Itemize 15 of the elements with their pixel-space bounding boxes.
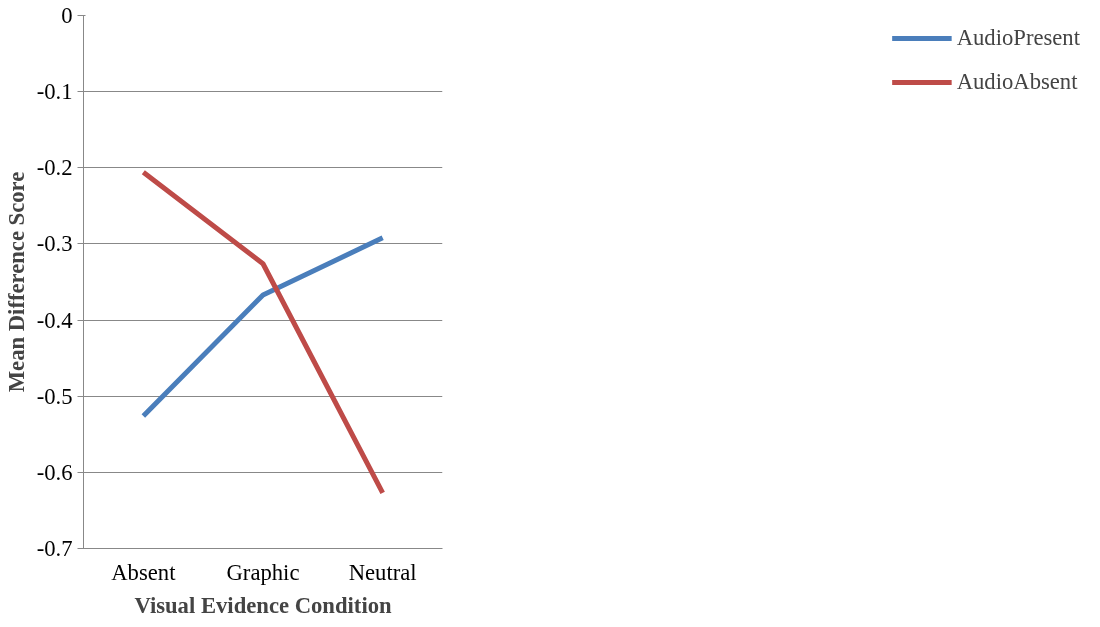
y-tick-label: -0.3 bbox=[36, 231, 73, 257]
y-tick-label: -0.2 bbox=[36, 155, 73, 181]
x-tick-label: Neutral bbox=[348, 559, 417, 585]
y-axis-title: Mean Difference Score bbox=[3, 171, 29, 393]
y-tick-label: -0.7 bbox=[36, 536, 73, 561]
y-tick-label: 0 bbox=[61, 3, 73, 28]
x-tick-label: Graphic bbox=[226, 559, 300, 585]
legend-label: AudioPresent bbox=[956, 25, 1080, 51]
y-tick-label: -0.5 bbox=[36, 383, 73, 409]
y-tick-label: -0.4 bbox=[36, 307, 73, 333]
y-tick-label: -0.6 bbox=[36, 459, 73, 485]
legend-label: AudioAbsent bbox=[956, 69, 1078, 95]
x-tick-label: Absent bbox=[111, 559, 177, 585]
x-axis-title: Visual Evidence Condition bbox=[134, 592, 393, 618]
y-tick-label: -0.1 bbox=[36, 79, 73, 105]
